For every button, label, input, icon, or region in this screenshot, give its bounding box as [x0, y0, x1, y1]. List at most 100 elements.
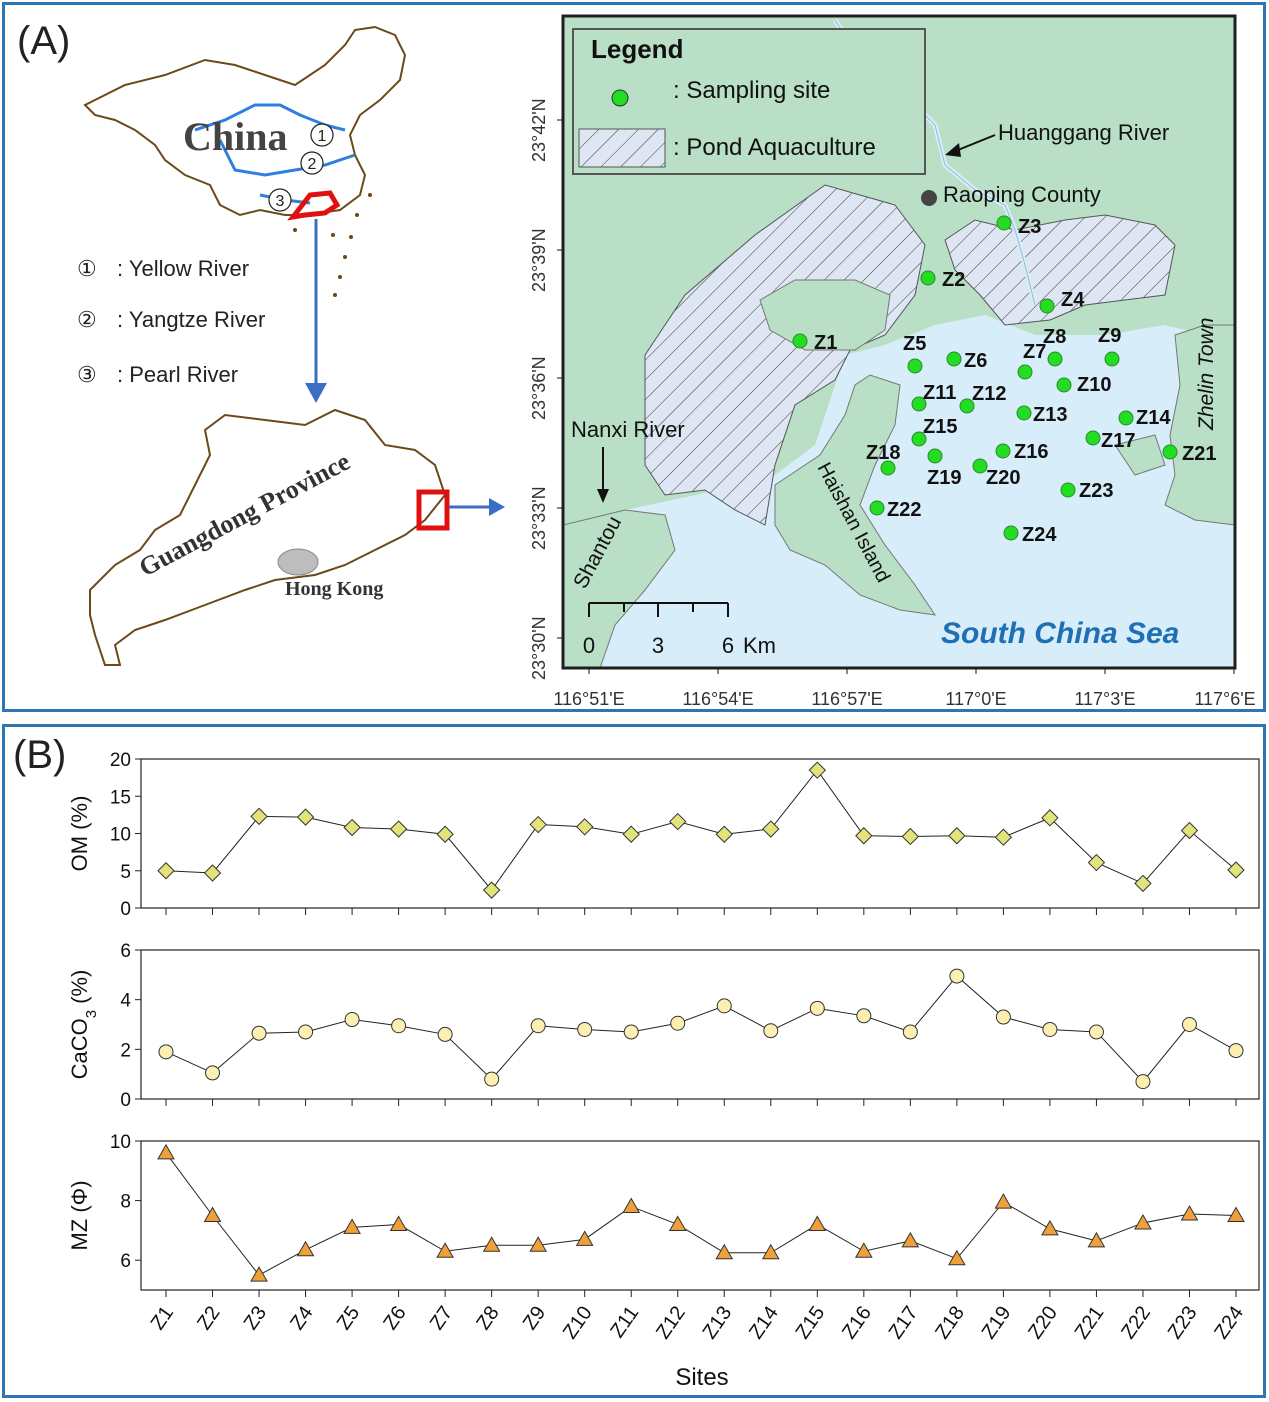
site-label-z4: Z4 [1061, 289, 1085, 311]
data-point-z24 [1227, 861, 1245, 879]
sea-area [563, 315, 1235, 668]
mz-chart: 6 8 10 MZ (Φ) [67, 1132, 1260, 1297]
lon-tick-1: 116°51'E [553, 689, 624, 709]
data-point-z9 [530, 1018, 546, 1034]
site-marker-z3 [996, 215, 1012, 231]
river-legend: ① : Yellow River ② : Yangtze River ③ : P… [77, 256, 265, 387]
data-point-z23 [1181, 1017, 1197, 1032]
panel-a: (A) China 1 2 3 ① : Yellow River ② : Yan… [2, 2, 1266, 712]
site-marker-z22 [869, 500, 885, 516]
site-label-z23: Z23 [1079, 480, 1113, 502]
y-tick-label: 8 [120, 1192, 131, 1213]
data-point-z10 [575, 818, 594, 836]
river-legend-2-name: : Yangtze River [117, 307, 265, 332]
x-tick-label-z23: Z23 [1164, 1302, 1202, 1343]
lat-tick-2: 23°33'N [529, 486, 549, 550]
lon-tick-5: 117°3'E [1074, 689, 1135, 709]
x-tick-label-z20: Z20 [1024, 1302, 1062, 1343]
data-point-z18 [948, 1249, 966, 1266]
data-point-z12 [668, 1215, 687, 1231]
site-label-z1: Z1 [814, 332, 837, 354]
river-legend-2-marker: ② [77, 307, 97, 332]
site-marker-z2 [920, 270, 936, 286]
site-label-z6: Z6 [964, 350, 987, 372]
site-marker-z18 [880, 460, 896, 476]
site-marker-z23 [1060, 482, 1076, 498]
data-point-z5 [343, 1218, 361, 1234]
series-line-0 [165, 769, 1237, 891]
data-point-z16 [855, 827, 873, 845]
latitude-axis: 23°30'N 23°33'N 23°36'N 23°39'N 23°42'N [529, 98, 563, 680]
site-marker-z20 [972, 458, 988, 474]
data-point-z24 [1227, 1206, 1245, 1222]
river-legend-3-marker: ③ [77, 362, 97, 387]
data-point-z7 [436, 825, 454, 843]
y-tick-label: 4 [120, 991, 131, 1012]
scale-unit: Km [743, 633, 776, 658]
x-tick-label-z13: Z13 [699, 1302, 737, 1343]
x-tick-label-z17: Z17 [885, 1302, 923, 1343]
site-label-z24: Z24 [1022, 524, 1057, 546]
legend-title: Legend [591, 34, 683, 64]
pond-aquaculture-east [944, 214, 1176, 326]
y-tick-label: 6 [120, 1251, 131, 1272]
lat-tick-1: 23°30'N [529, 616, 549, 680]
data-point-z21 [1087, 853, 1106, 872]
scale-label-3: 3 [652, 633, 664, 658]
data-point-z18 [948, 827, 966, 845]
arrow-right-icon [489, 498, 505, 516]
shantou-land [563, 509, 676, 668]
data-point-z3 [250, 807, 268, 826]
data-point-z9 [529, 815, 547, 834]
legend-site-icon [611, 89, 629, 107]
y-tick-label: 20 [110, 750, 131, 771]
site-marker-z4 [1039, 298, 1055, 314]
data-point-z10 [575, 1230, 594, 1246]
legend-pond-icon [578, 128, 666, 168]
data-point-z20 [1041, 809, 1059, 827]
data-point-z8 [484, 1071, 500, 1087]
data-point-z19 [994, 1193, 1013, 1209]
svg-text:2: 2 [308, 156, 317, 173]
arrow-down-icon [305, 383, 327, 403]
huanggang-label: Huanggang River [998, 120, 1169, 145]
site-label-z20: Z20 [986, 467, 1020, 489]
inner-island [759, 279, 891, 351]
data-point-z15 [809, 1000, 825, 1016]
x-axis-title: Sites [675, 1364, 728, 1391]
site-marker-z1 [792, 333, 808, 349]
data-point-z8 [482, 881, 501, 899]
data-point-z15 [808, 1215, 827, 1231]
data-point-z11 [622, 825, 640, 843]
data-point-z24 [1228, 1043, 1244, 1059]
raoping-label: Raoping County [943, 182, 1101, 207]
data-point-z22 [1135, 1074, 1151, 1090]
site-label-z9: Z9 [1098, 325, 1121, 347]
y-tick-label: 5 [120, 862, 131, 883]
data-point-z19 [995, 1009, 1011, 1025]
data-point-z17 [902, 1024, 918, 1040]
data-point-z3 [251, 1025, 267, 1041]
site-label-z7: Z7 [1023, 341, 1046, 363]
guangdong-highlight [287, 190, 341, 221]
data-point-z16 [856, 1008, 872, 1024]
data-point-z8 [482, 1236, 501, 1252]
data-point-z21 [1087, 1231, 1106, 1248]
site-label-z16: Z16 [1014, 441, 1048, 463]
nanxi-label: Nanxi River [571, 417, 685, 442]
site-label-z10: Z10 [1077, 374, 1111, 396]
x-tick-label-z4: Z4 [286, 1302, 317, 1334]
haishan-island [774, 374, 937, 616]
raoping-marker [921, 190, 937, 206]
site-marker-z16 [995, 443, 1011, 459]
data-point-z17 [901, 1231, 920, 1248]
site-marker-z13 [1016, 405, 1032, 421]
data-point-z15 [808, 761, 827, 779]
data-point-z7 [437, 1026, 453, 1042]
site-label-z12: Z12 [972, 383, 1006, 405]
data-point-z7 [436, 1242, 454, 1258]
data-point-z13 [715, 1243, 734, 1260]
data-point-z20 [1041, 1219, 1059, 1236]
study-area-highlight [416, 489, 450, 531]
